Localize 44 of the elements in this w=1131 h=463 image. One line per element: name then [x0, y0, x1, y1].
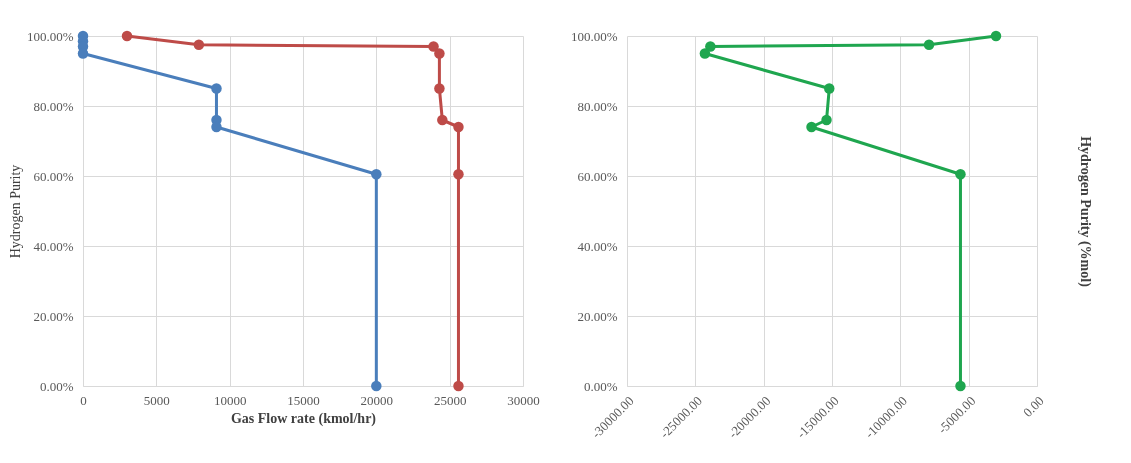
point — [806, 121, 817, 133]
x-tick-label: 0.00 — [1020, 393, 1047, 420]
point — [453, 169, 464, 180]
y-tick-label: 60.00% — [33, 168, 74, 184]
point — [990, 30, 1002, 42]
point — [371, 169, 382, 180]
x-tick-label: 0 — [80, 392, 87, 408]
point — [437, 114, 448, 126]
point — [955, 380, 966, 392]
y-tick-label: 60.00% — [577, 168, 618, 184]
point — [121, 30, 133, 42]
x-tick-label: 20000 — [360, 392, 394, 408]
point — [955, 169, 966, 180]
y-tick-label: 100.00% — [26, 28, 74, 44]
point — [428, 41, 439, 52]
y-tick-label: 0.00% — [583, 378, 618, 394]
x-tick-label: 30000 — [507, 392, 540, 408]
point — [821, 114, 832, 126]
y-tick-label: 80.00% — [577, 98, 618, 114]
y-tick-label: 20.00% — [33, 308, 74, 324]
point — [371, 380, 382, 392]
point — [211, 83, 222, 94]
point — [453, 380, 464, 392]
y-axis-title: Hydrogen Purity — [7, 164, 23, 259]
y-tick-label: 20.00% — [577, 308, 618, 324]
point — [453, 121, 464, 133]
x-tick-label: 5000 — [143, 392, 170, 408]
point — [705, 41, 716, 52]
y2-axis-title: Hydrogen Purity (%mol) — [1076, 136, 1093, 288]
x-tick-label: 15000 — [287, 392, 320, 408]
point — [824, 83, 835, 94]
x-tick-label: 25000 — [433, 392, 467, 408]
y-tick-label: 40.00% — [577, 238, 618, 254]
y-tick-label: 40.00% — [33, 238, 74, 254]
x-axis-title: Gas Flow rate (kmol/hr) — [230, 410, 377, 427]
point — [434, 48, 445, 59]
y-tick-label: 100.00% — [570, 28, 618, 44]
point — [434, 83, 445, 94]
point — [699, 48, 711, 59]
y-tick-label: 0.00% — [39, 378, 74, 394]
point — [923, 39, 935, 50]
y-tick-label: 80.00% — [33, 98, 74, 114]
x-tick-label: 10000 — [213, 392, 247, 408]
point — [193, 39, 205, 50]
